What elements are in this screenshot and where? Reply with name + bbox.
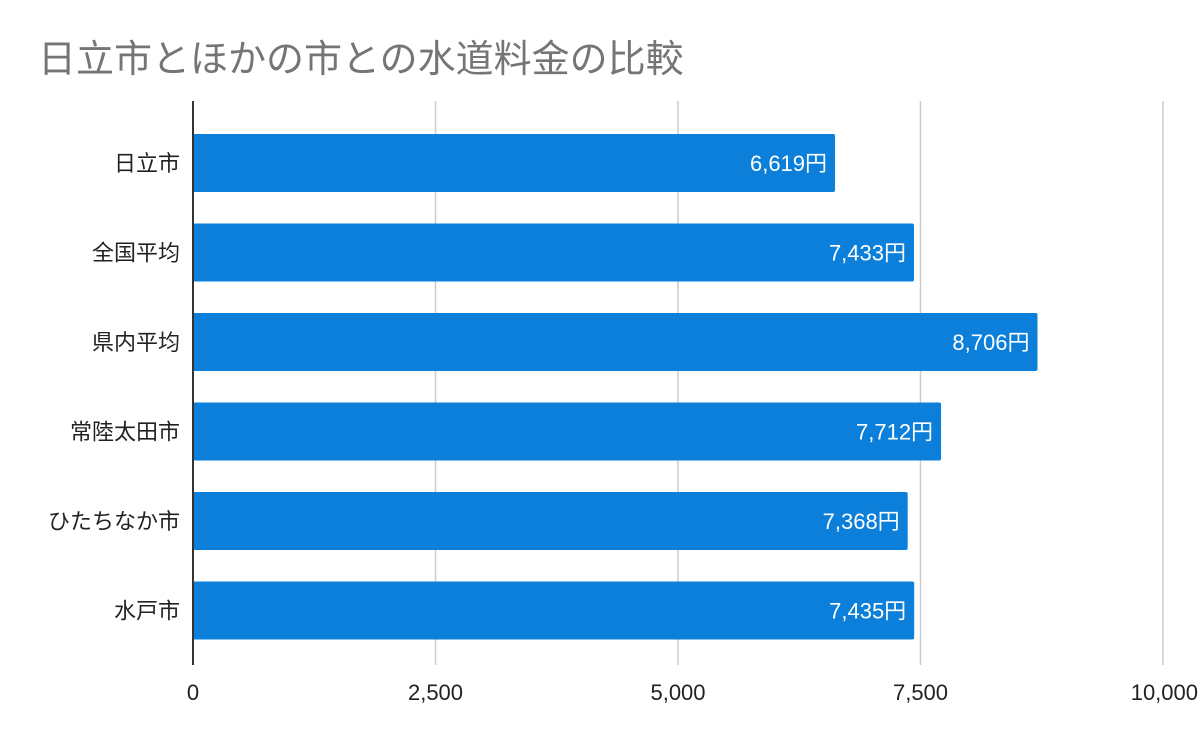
bar-data-label: 7,435円 <box>829 599 906 624</box>
x-tick-label: 7,500 <box>893 680 948 705</box>
bars <box>193 134 1038 640</box>
y-category-label: ひたちなか市 <box>48 510 180 535</box>
y-category-label: 県内平均 <box>92 331 180 356</box>
bar-data-label: 7,712円 <box>856 420 933 445</box>
x-tick-label: 0 <box>187 680 199 705</box>
bar-data-label: 7,368円 <box>823 509 900 534</box>
x-tick-label: 10,000 <box>1131 680 1198 705</box>
bar <box>193 313 1038 371</box>
bar <box>193 134 836 192</box>
gridlines <box>434 101 1164 665</box>
bar-data-label: 6,619円 <box>750 151 827 176</box>
bar <box>193 581 915 640</box>
y-category-label: 常陸太田市 <box>70 421 180 446</box>
bar <box>193 402 942 461</box>
x-tick-label: 2,500 <box>408 680 463 705</box>
y-category-label: 全国平均 <box>92 242 180 267</box>
y-category-label: 水戸市 <box>114 600 180 625</box>
bar <box>193 223 915 282</box>
bar <box>193 492 908 550</box>
bar-data-label: 7,433円 <box>829 241 906 266</box>
bar-data-label: 8,706円 <box>952 330 1029 355</box>
x-tick-label: 5,000 <box>650 680 705 705</box>
chart-title: 日立市とほかの市との水道料金の比較 <box>38 37 684 81</box>
y-category-label: 日立市 <box>114 152 180 177</box>
